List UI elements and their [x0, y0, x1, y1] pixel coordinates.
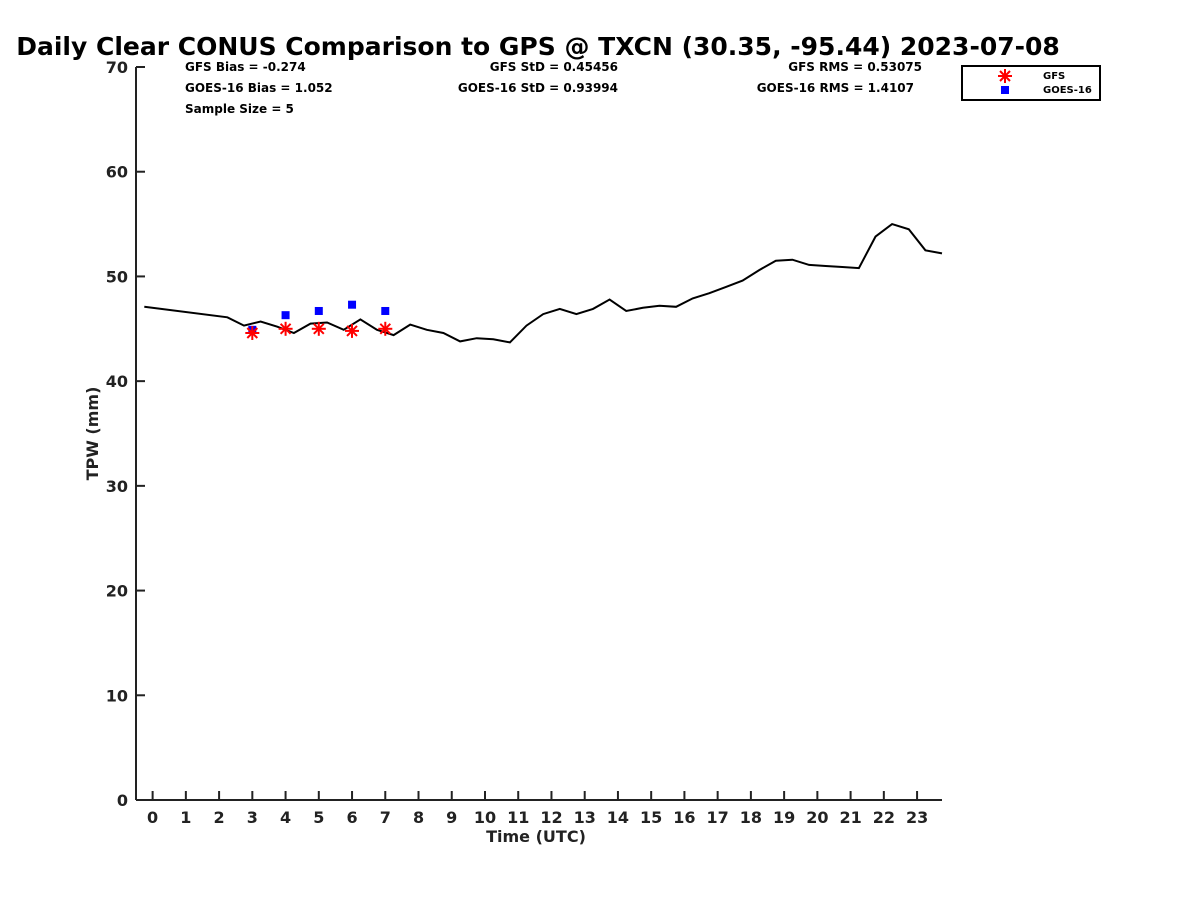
legend-gfs-label: GFS [1043, 71, 1065, 82]
goes16-point [314, 306, 323, 315]
gfs-point [378, 321, 393, 336]
x-tick-label: 10 [474, 808, 496, 827]
gfs-point [245, 326, 260, 340]
x-tick-label: 14 [607, 808, 629, 827]
x-tick-label: 4 [280, 808, 291, 827]
x-tick-label: 15 [640, 808, 662, 827]
x-tick-label: 23 [906, 808, 928, 827]
x-tick-label: 19 [773, 808, 795, 827]
gfs-point [345, 323, 359, 338]
x-tick-label: 8 [413, 808, 424, 827]
y-tick-label: 60 [106, 163, 128, 182]
x-tick-label: 0 [147, 808, 158, 827]
chart-title: Daily Clear CONUS Comparison to GPS @ TX… [16, 32, 1060, 61]
legend-box [961, 65, 1101, 101]
x-tick-label: 5 [313, 808, 324, 827]
y-tick-label: 50 [106, 267, 128, 286]
y-tick-label: 20 [106, 582, 128, 601]
x-tick-label: 17 [707, 808, 729, 827]
goes16-point [281, 311, 290, 320]
x-tick-label: 16 [673, 808, 695, 827]
gfs-std-text: GFS StD = 0.45456 [490, 60, 618, 74]
x-tick-label: 12 [540, 808, 562, 827]
y-tick-label: 40 [106, 372, 128, 391]
y-axis-label: TPW (mm) [83, 387, 102, 481]
x-tick-label: 9 [446, 808, 457, 827]
x-tick-label: 11 [507, 808, 529, 827]
y-tick-label: 30 [106, 477, 128, 496]
legend-gfs-marker [998, 69, 1012, 83]
x-tick-label: 7 [380, 808, 391, 827]
x-tick-label: 1 [180, 808, 191, 827]
y-tick-label: 10 [106, 686, 128, 705]
stats-panel: GFS Bias = -0.274 GOES-16 Bias = 1.052 S… [185, 60, 922, 116]
goes16-point [348, 300, 357, 309]
x-tick-label: 20 [806, 808, 828, 827]
legend-goes-label: GOES-16 [1043, 85, 1092, 96]
goes-std-text: GOES-16 StD = 0.93994 [458, 81, 618, 95]
goes-bias-text: GOES-16 Bias = 1.052 [185, 81, 333, 95]
goes16-point [381, 306, 390, 315]
x-tick-label: 18 [740, 808, 762, 827]
goes-rms-text: GOES-16 RMS = 1.4107 [757, 81, 914, 95]
x-tick-label: 2 [214, 808, 225, 827]
x-tick-label: 6 [346, 808, 357, 827]
x-tick-label: 13 [574, 808, 596, 827]
gfs-bias-text: GFS Bias = -0.274 [185, 60, 306, 74]
legend-goes-marker [1001, 86, 1009, 94]
legend: GFS GOES-16 [961, 65, 1101, 101]
x-tick-label: 21 [839, 808, 861, 827]
gfs-point [311, 321, 326, 336]
gps-tpw-line [144, 222, 943, 344]
gfs-rms-text: GFS RMS = 0.53075 [788, 60, 922, 74]
x-axis-label: Time (UTC) [486, 827, 586, 846]
gfs-point [278, 321, 293, 336]
x-tick-label: 3 [247, 808, 258, 827]
y-tick-label: 0 [117, 791, 128, 810]
y-tick-label: 70 [106, 58, 128, 77]
sample-size-text: Sample Size = 5 [185, 102, 294, 116]
x-tick-label: 22 [873, 808, 895, 827]
